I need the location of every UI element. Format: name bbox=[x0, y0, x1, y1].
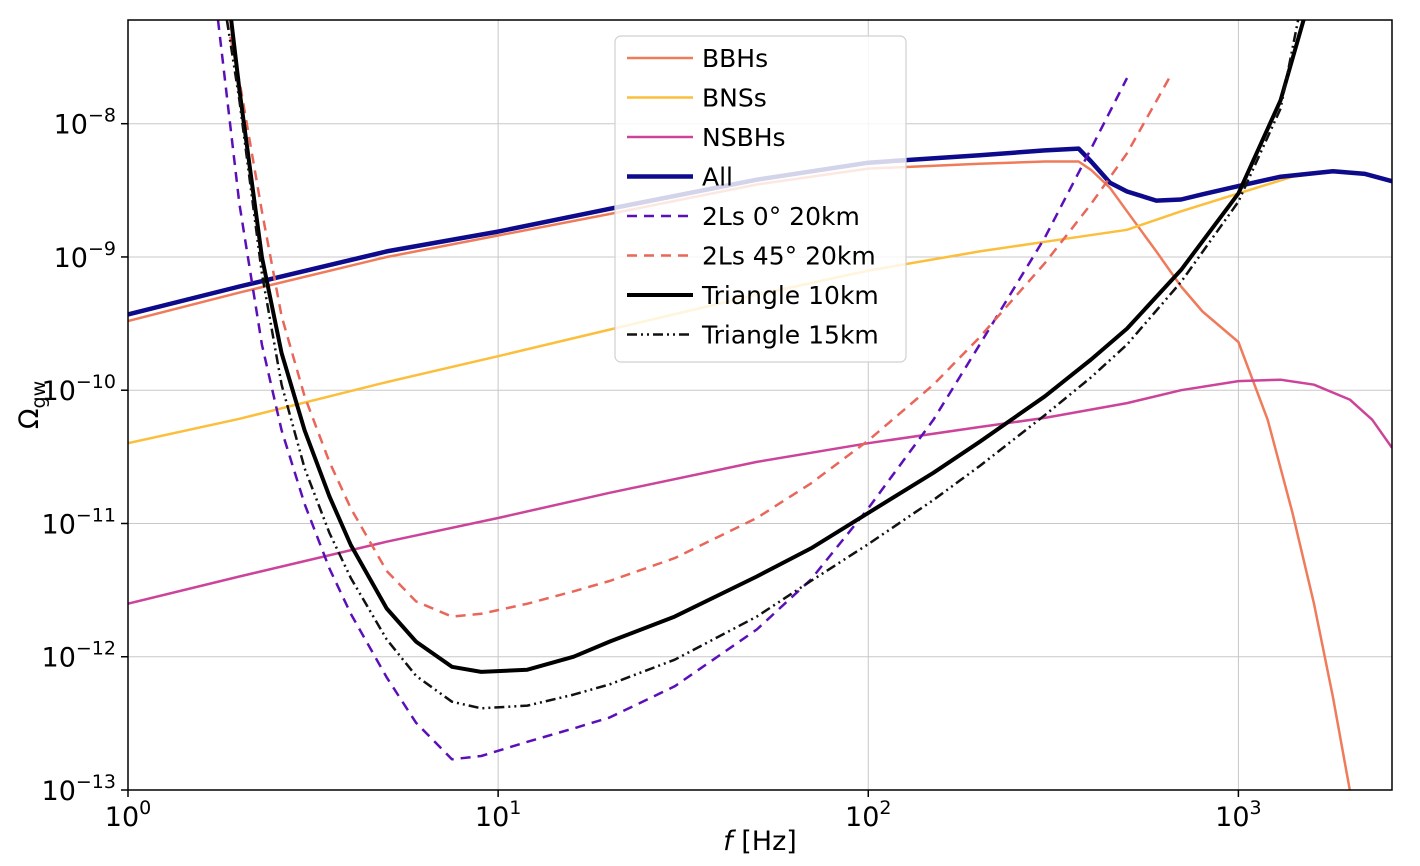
series-line-8 bbox=[225, 20, 1300, 710]
series-line-5 bbox=[216, 20, 1129, 761]
legend-label: Triangle 10km bbox=[701, 281, 879, 310]
y-axis-ticks: 10−13 10−12 10−11 10−10 10−9 10−8 bbox=[42, 105, 128, 807]
plot-frame bbox=[127, 19, 1393, 791]
legend-label: Triangle 15km bbox=[701, 321, 879, 350]
x-tick-label: 102 bbox=[845, 797, 891, 833]
x-tick-label: 101 bbox=[475, 797, 521, 833]
legend-label: BBHs bbox=[702, 44, 768, 73]
legend-label: All bbox=[702, 163, 733, 192]
y-tick-label: 10−10 bbox=[42, 371, 116, 407]
y-tick-label: 10−8 bbox=[54, 105, 116, 141]
legend-label: NSBHs bbox=[702, 123, 786, 152]
series-line-1 bbox=[128, 160, 1352, 790]
x-tick-label: 100 bbox=[105, 797, 151, 833]
legend-label: 2Ls 45° 20km bbox=[702, 242, 876, 271]
x-axis-ticks: 100 101 102 103 bbox=[105, 790, 1262, 833]
series-line-7 bbox=[229, 20, 1306, 674]
y-tick-label: 10−11 bbox=[42, 504, 116, 540]
legend-label: BNSs bbox=[702, 84, 767, 113]
series-line-4 bbox=[128, 146, 1392, 317]
y-tick-label: 10−13 bbox=[42, 771, 116, 807]
legend: BBHs BNSs NSBHs All 2Ls 0° 20km 2Ls 45° 20km T… bbox=[614, 35, 907, 363]
y-axis-label: Ωgw bbox=[14, 381, 50, 429]
series-line-3 bbox=[128, 378, 1392, 605]
y-tick-label: 10−9 bbox=[54, 238, 116, 274]
x-axis-label-text: f [Hz] bbox=[723, 826, 797, 857]
series-layer bbox=[128, 20, 1392, 790]
x-tick-label: 103 bbox=[1215, 797, 1261, 833]
legend-box bbox=[614, 35, 907, 363]
x-axis-label: f [Hz] bbox=[723, 826, 797, 857]
y-axis-label-text: Ωgw bbox=[14, 381, 50, 429]
legend-label: 2Ls 0° 20km bbox=[702, 202, 860, 231]
y-tick-label: 10−12 bbox=[42, 638, 116, 674]
